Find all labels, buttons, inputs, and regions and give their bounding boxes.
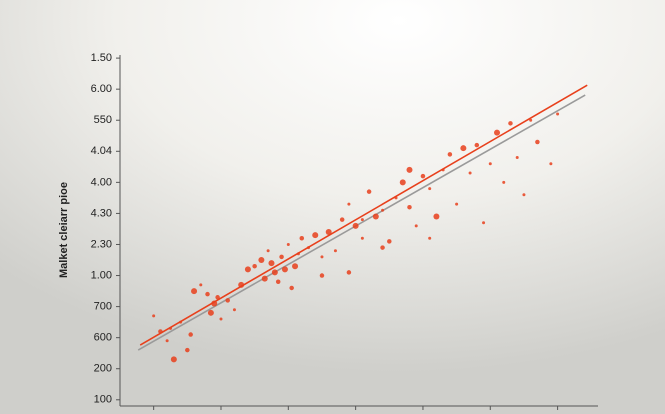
y-tick-label: 6.00 xyxy=(91,83,112,95)
point xyxy=(535,139,540,145)
point xyxy=(488,162,492,166)
point xyxy=(387,239,392,244)
point xyxy=(232,308,236,312)
point xyxy=(238,281,245,288)
y-tick-label: 600 xyxy=(94,332,112,344)
point xyxy=(447,152,453,157)
point xyxy=(502,180,506,184)
point xyxy=(275,279,281,285)
point xyxy=(380,245,385,250)
point xyxy=(292,263,299,270)
point xyxy=(188,332,193,337)
point xyxy=(268,260,275,267)
y-tick-label: 550 xyxy=(94,114,112,126)
point xyxy=(266,249,270,253)
point xyxy=(165,339,169,343)
point xyxy=(339,217,345,222)
point xyxy=(252,263,257,269)
point xyxy=(556,112,560,116)
point xyxy=(199,283,203,287)
point xyxy=(420,173,426,179)
point xyxy=(168,326,172,330)
point xyxy=(179,320,183,324)
point xyxy=(258,257,265,264)
point xyxy=(399,179,406,186)
point xyxy=(441,168,445,172)
point xyxy=(191,288,198,295)
point xyxy=(215,295,220,300)
point xyxy=(352,222,359,229)
point xyxy=(406,166,413,173)
point xyxy=(522,193,526,197)
y-tick-label: 4.00 xyxy=(91,176,112,188)
point xyxy=(289,285,294,291)
point xyxy=(207,309,214,316)
point xyxy=(320,255,324,259)
point xyxy=(381,208,385,212)
point xyxy=(360,236,364,240)
point xyxy=(319,273,325,278)
point xyxy=(261,275,268,282)
point xyxy=(205,291,210,297)
point xyxy=(508,121,513,126)
y-tick-label: 700 xyxy=(94,301,112,313)
point xyxy=(170,356,177,363)
y-tick-label: 1.00 xyxy=(91,269,112,281)
y-tick-label: 4.04 xyxy=(91,145,112,157)
y-tick-label: 200 xyxy=(94,363,112,375)
point xyxy=(468,171,472,175)
y-tick-label: 1.50 xyxy=(91,52,112,64)
point xyxy=(394,196,398,200)
point xyxy=(529,118,533,122)
y-tick-label: 100 xyxy=(94,394,112,406)
point xyxy=(515,156,519,160)
point xyxy=(407,204,412,210)
point xyxy=(185,347,190,353)
point xyxy=(158,329,163,334)
y-axis-label: Malket cleiarr pioe xyxy=(58,182,70,278)
point xyxy=(211,300,218,307)
point xyxy=(299,236,305,241)
point xyxy=(225,298,230,303)
point xyxy=(455,202,459,206)
point xyxy=(325,229,332,236)
point xyxy=(433,213,440,220)
point xyxy=(271,269,278,276)
trend-line xyxy=(137,94,586,351)
point xyxy=(474,142,480,148)
point xyxy=(372,213,379,220)
point xyxy=(281,266,288,273)
point xyxy=(279,254,284,260)
point xyxy=(360,218,364,222)
point xyxy=(296,252,300,256)
y-tick-label: 2.30 xyxy=(91,238,112,250)
point xyxy=(286,242,290,246)
point xyxy=(219,317,223,321)
point xyxy=(244,266,251,273)
point xyxy=(312,232,319,239)
point xyxy=(366,189,372,194)
point xyxy=(346,270,352,275)
point xyxy=(482,221,486,225)
point xyxy=(549,162,553,166)
point xyxy=(307,246,311,250)
point xyxy=(333,249,337,253)
point xyxy=(494,129,501,136)
point xyxy=(347,202,351,206)
point xyxy=(428,236,432,240)
point xyxy=(414,224,418,228)
point xyxy=(152,314,156,318)
point xyxy=(428,187,432,191)
point xyxy=(460,145,467,152)
y-tick-label: 4.30 xyxy=(91,207,112,219)
